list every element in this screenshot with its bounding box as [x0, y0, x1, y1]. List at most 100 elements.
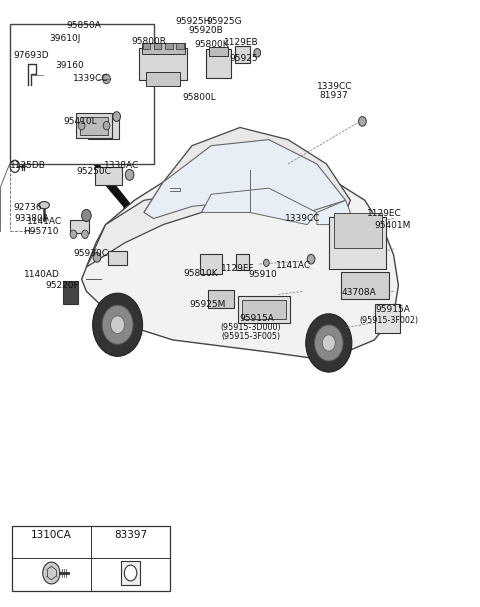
Text: H95710: H95710: [23, 228, 59, 236]
Bar: [88, 116, 119, 139]
Text: 1129EF: 1129EF: [221, 264, 254, 273]
Bar: [238, 296, 290, 323]
Text: 39160: 39160: [55, 61, 84, 70]
Bar: [206, 49, 231, 78]
Circle shape: [103, 74, 110, 84]
Bar: [143, 43, 150, 49]
Text: 95915A: 95915A: [375, 305, 410, 314]
Text: 95800R: 95800R: [132, 37, 166, 46]
Circle shape: [254, 49, 261, 57]
Bar: [70, 220, 89, 233]
Text: 92736: 92736: [13, 203, 42, 212]
Text: 1129EB: 1129EB: [224, 38, 258, 47]
Text: 1339CC: 1339CC: [317, 82, 352, 90]
Polygon shape: [317, 200, 350, 225]
Circle shape: [103, 121, 110, 130]
Text: 95250C: 95250C: [77, 167, 111, 175]
Bar: [12, 526, 170, 591]
Bar: [154, 43, 161, 49]
Circle shape: [125, 169, 134, 180]
Circle shape: [113, 112, 120, 121]
Bar: [176, 43, 184, 49]
Circle shape: [359, 117, 366, 126]
Circle shape: [110, 316, 125, 334]
Circle shape: [82, 209, 91, 222]
Text: 95810K: 95810K: [183, 269, 218, 277]
Text: 1339CC: 1339CC: [285, 214, 320, 223]
Circle shape: [78, 121, 85, 130]
Text: 95401M: 95401M: [374, 222, 411, 230]
Circle shape: [93, 293, 143, 356]
Polygon shape: [82, 164, 398, 358]
Text: (95915-3F002): (95915-3F002): [359, 316, 419, 325]
Bar: [76, 113, 112, 138]
Polygon shape: [144, 127, 350, 212]
Text: 95920B: 95920B: [188, 26, 223, 35]
Bar: [165, 43, 173, 49]
Text: 95410L: 95410L: [64, 117, 97, 126]
Text: 95910: 95910: [249, 270, 277, 279]
Circle shape: [70, 230, 77, 239]
Bar: [146, 72, 180, 86]
Circle shape: [314, 325, 343, 361]
Bar: [108, 251, 127, 265]
Circle shape: [124, 565, 137, 581]
Text: (95915-3F005): (95915-3F005): [221, 332, 280, 341]
Circle shape: [93, 253, 101, 262]
Bar: [63, 281, 78, 304]
Polygon shape: [144, 140, 346, 219]
Text: 1310CA: 1310CA: [31, 531, 72, 540]
Circle shape: [306, 314, 352, 372]
Text: 95220F: 95220F: [46, 281, 79, 290]
Text: 95930C: 95930C: [74, 249, 108, 258]
Bar: [200, 254, 222, 274]
Bar: [95, 167, 122, 185]
Circle shape: [102, 305, 133, 344]
Bar: [235, 46, 250, 63]
Text: 43708A: 43708A: [342, 288, 376, 297]
Bar: [242, 300, 286, 319]
Text: 1141AC: 1141AC: [276, 262, 312, 270]
Text: 97693D: 97693D: [13, 52, 49, 60]
Bar: [329, 217, 386, 268]
Text: 1338AC: 1338AC: [104, 161, 139, 169]
Text: 1141AC: 1141AC: [26, 217, 62, 226]
Circle shape: [264, 260, 269, 266]
Circle shape: [43, 562, 60, 584]
Text: 95925M: 95925M: [189, 300, 226, 309]
Text: 95925G: 95925G: [207, 17, 242, 25]
Text: 95925H: 95925H: [175, 17, 211, 25]
Circle shape: [264, 259, 269, 266]
Text: 95800L: 95800L: [182, 93, 216, 101]
Text: 95925: 95925: [229, 55, 258, 63]
Text: 1129EC: 1129EC: [367, 209, 401, 218]
Bar: [209, 47, 228, 56]
Circle shape: [323, 335, 335, 351]
Text: 95800K: 95800K: [194, 40, 228, 49]
Bar: [139, 48, 187, 80]
Text: 95915A: 95915A: [239, 314, 274, 322]
Bar: [236, 254, 249, 270]
Text: 39610J: 39610J: [49, 34, 81, 42]
Bar: [80, 117, 108, 135]
Polygon shape: [86, 194, 211, 267]
Polygon shape: [202, 188, 317, 225]
Bar: [375, 304, 400, 333]
Bar: [10, 24, 154, 164]
Text: 83397: 83397: [114, 531, 147, 540]
Text: 95850A: 95850A: [67, 21, 101, 30]
Bar: [142, 43, 185, 54]
Text: (95915-3D000): (95915-3D000): [220, 324, 281, 332]
Text: 1125DB: 1125DB: [10, 161, 46, 169]
Bar: [121, 561, 140, 585]
Text: 93380A: 93380A: [14, 214, 49, 223]
Bar: [334, 213, 382, 248]
Circle shape: [82, 230, 88, 239]
Ellipse shape: [39, 202, 49, 209]
Circle shape: [307, 254, 315, 264]
Bar: [208, 290, 234, 308]
Text: 1339CC: 1339CC: [73, 75, 109, 83]
Text: 1140AD: 1140AD: [24, 270, 60, 279]
Text: 81937: 81937: [319, 92, 348, 100]
Bar: [341, 271, 389, 299]
